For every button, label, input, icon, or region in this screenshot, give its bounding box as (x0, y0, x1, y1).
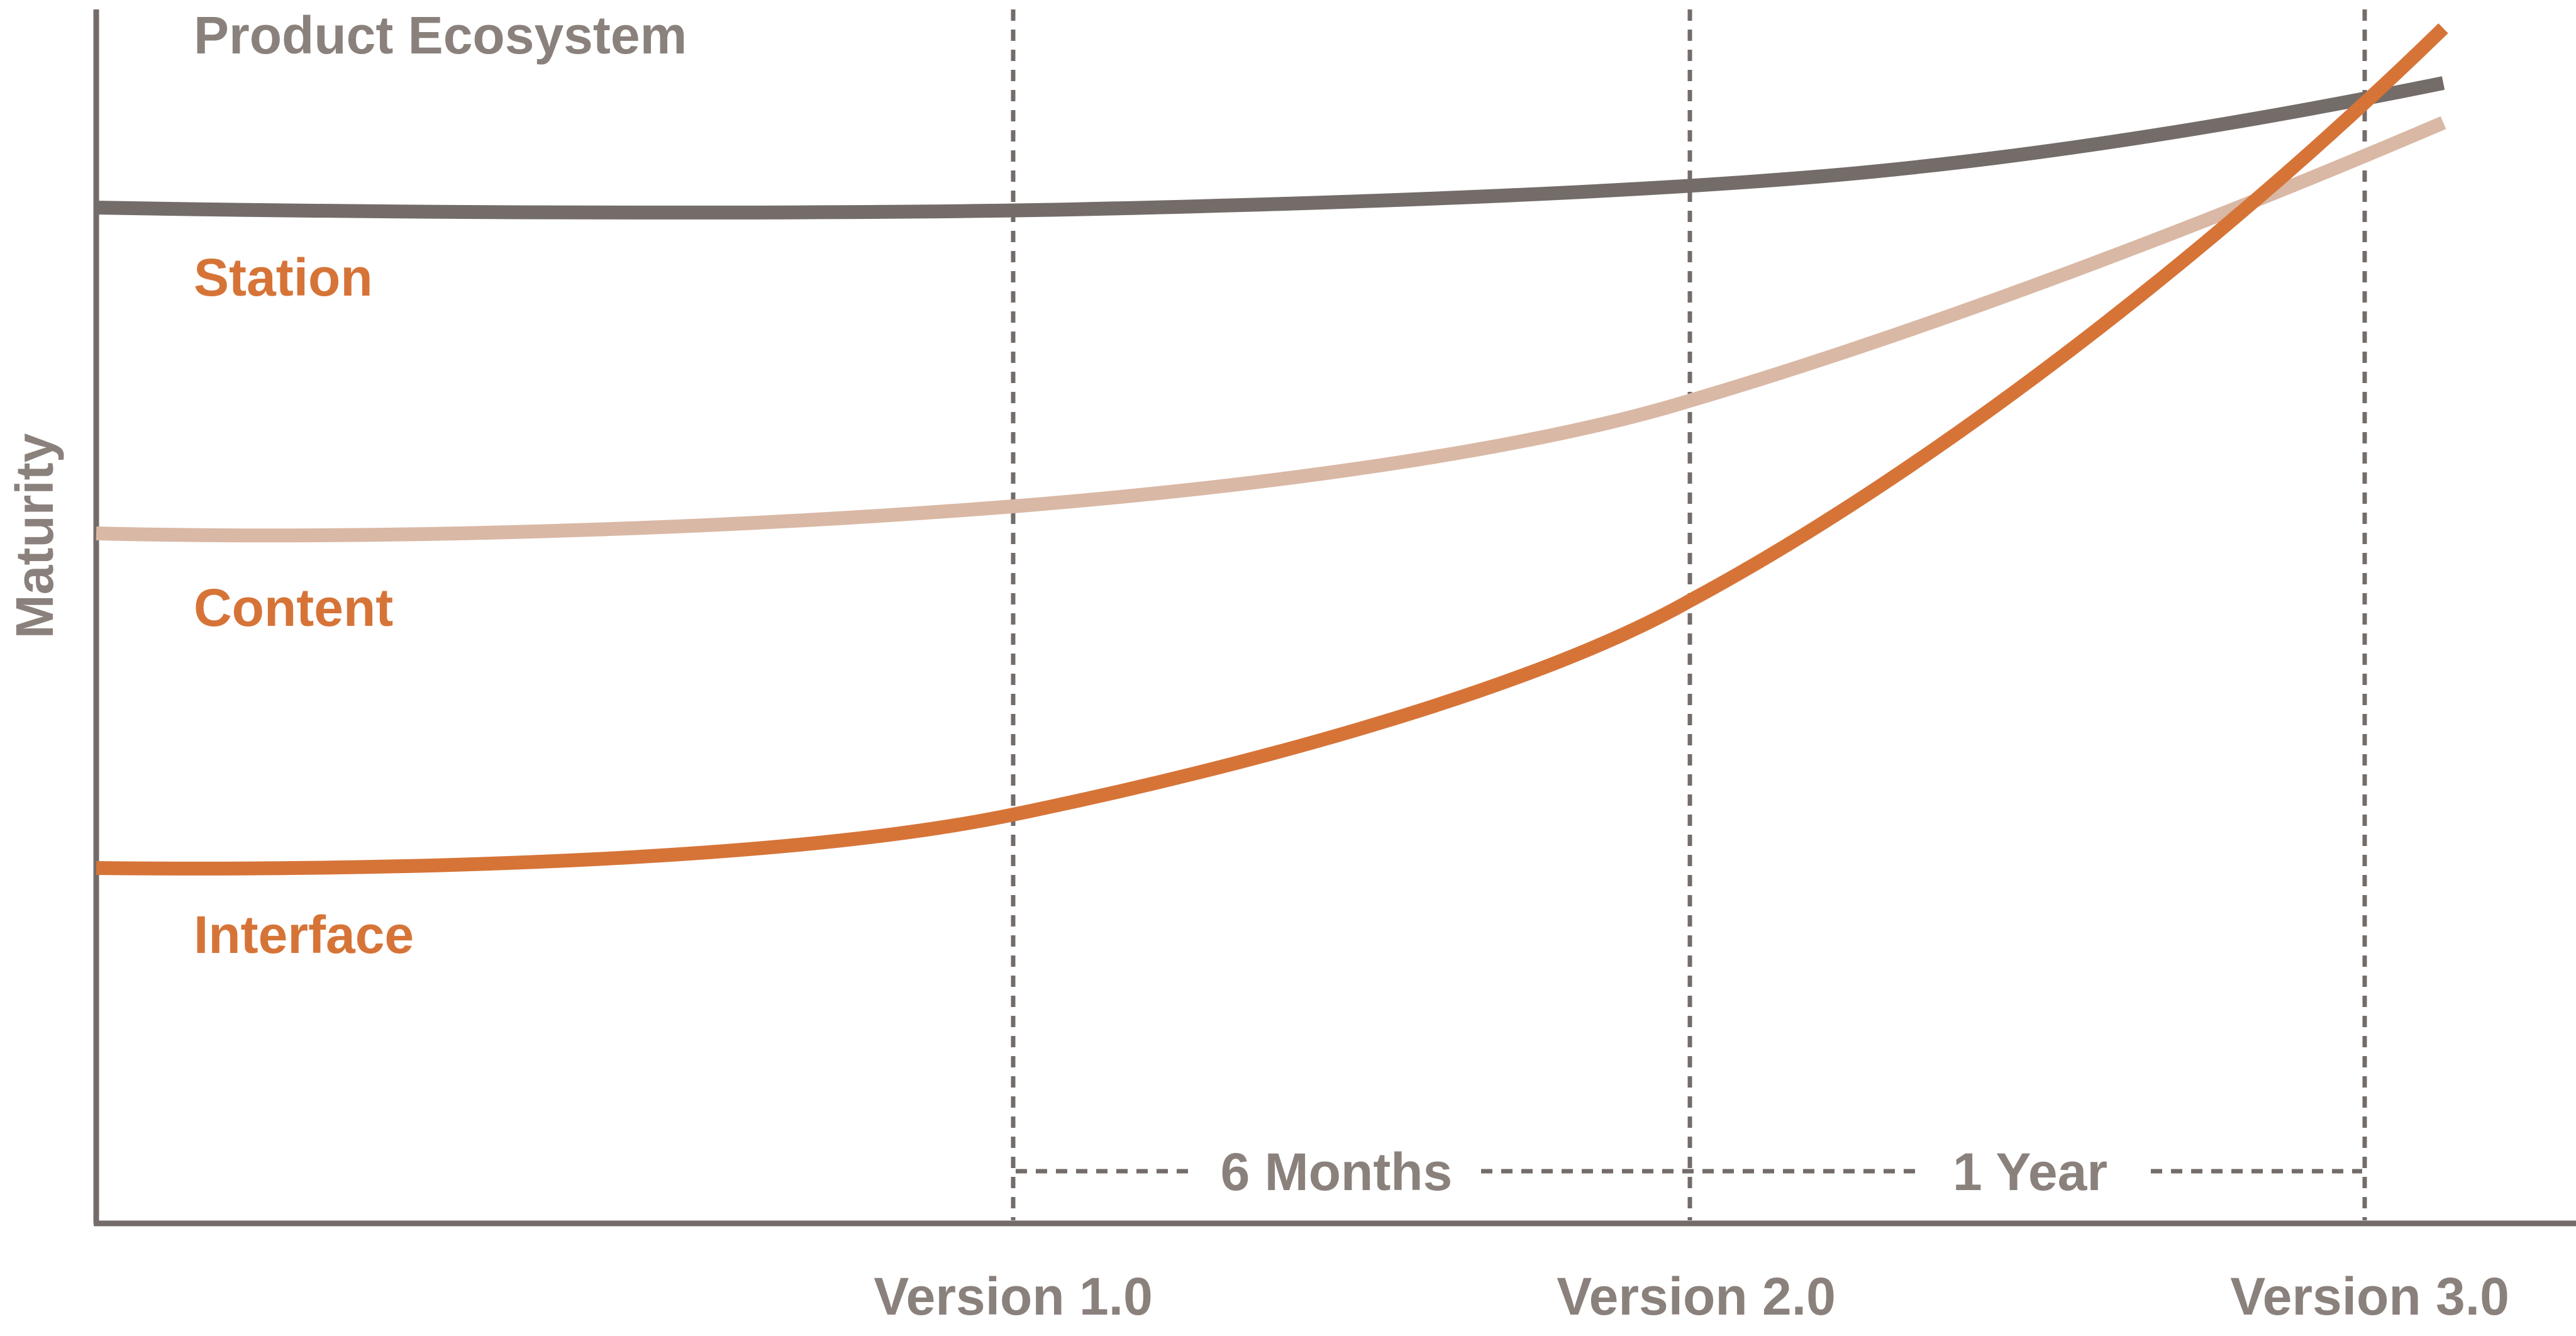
x-tick-version-2: Version 2.0 (1557, 1267, 1836, 1326)
label-station: Station (194, 248, 373, 307)
label-content: Content (194, 578, 393, 637)
interval-label-6-months: 6 Months (1221, 1142, 1453, 1201)
series-content-line (96, 23, 2448, 876)
label-product-ecosystem: Product Ecosystem (194, 6, 687, 65)
interval-label-1-year: 1 Year (1953, 1142, 2107, 1201)
series-product-ecosystem-line (96, 76, 2445, 220)
x-tick-version-3: Version 3.0 (2230, 1267, 2509, 1326)
y-axis-label: Maturity (5, 433, 64, 638)
label-interface: Interface (194, 905, 414, 964)
x-tick-version-1: Version 1.0 (874, 1267, 1153, 1326)
series-station-line (96, 116, 2446, 543)
